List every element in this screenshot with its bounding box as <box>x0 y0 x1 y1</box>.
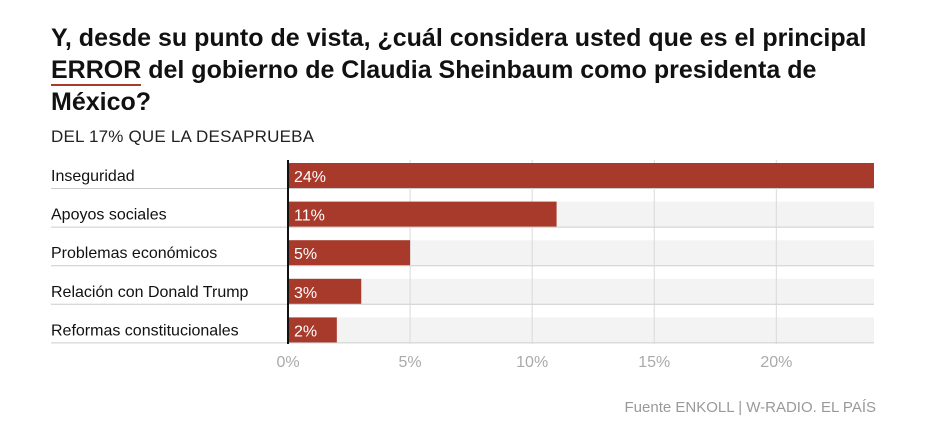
category-label: Relación con Donald Trump <box>51 284 249 301</box>
bar-value-label: 3% <box>294 285 317 302</box>
title-text-start: Y, desde su punto de vista, ¿cuál consid… <box>51 24 867 52</box>
x-tick-label: 10% <box>516 354 548 371</box>
chart-subtitle: DEL 17% QUE LA DESAPRUEBA <box>51 127 315 146</box>
bar-track <box>288 278 874 304</box>
bar-value-label: 2% <box>294 323 317 340</box>
bar <box>288 163 874 188</box>
source-note: Fuente ENKOLL | W-RADIO. EL PAÍS <box>624 399 876 416</box>
x-tick-label: 5% <box>399 354 422 371</box>
category-label: Apoyos sociales <box>51 207 167 224</box>
category-label: Reformas constitucionales <box>51 322 239 339</box>
bar-track <box>288 317 874 343</box>
category-label: Problemas económicos <box>51 245 217 262</box>
bar-value-label: 5% <box>294 246 317 263</box>
bar-value-label: 24% <box>294 169 326 186</box>
chart-title: Y, desde su punto de vista, ¿cuál consid… <box>51 22 901 118</box>
bar <box>288 317 337 343</box>
bar-value-label: 11% <box>294 208 325 225</box>
x-tick-label: 15% <box>638 354 670 371</box>
bar <box>288 201 557 227</box>
x-tick-label: 20% <box>760 354 792 371</box>
bar <box>288 278 362 304</box>
category-label: Inseguridad <box>51 168 135 185</box>
bar <box>288 240 411 266</box>
x-tick-label: 0% <box>276 354 299 371</box>
title-highlight: ERROR <box>51 56 142 86</box>
title-text-end: del gobierno de Claudia Sheinbaum como p… <box>51 56 817 116</box>
